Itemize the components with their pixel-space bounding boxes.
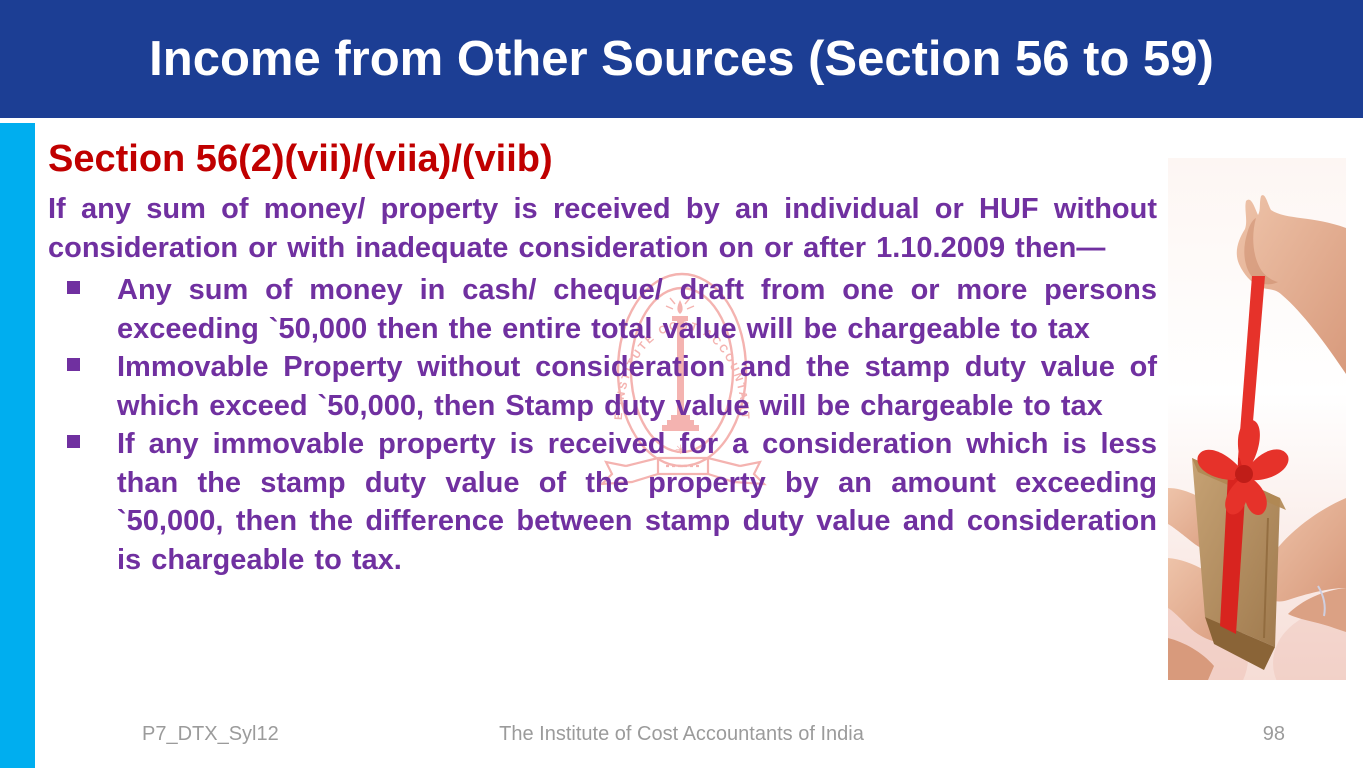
svg-text:✳: ✳ — [675, 442, 686, 457]
institute-seal-watermark-icon: E INSTITUTE COST ACCOUNTANTS OF INDIA ✳ — [592, 270, 767, 486]
slide-body: Section 56(2)(vii)/(viia)/(viib) If any … — [48, 134, 1157, 579]
page-number: 98 — [1262, 723, 1285, 745]
intro-paragraph: If any sum of money/ property is receive… — [48, 193, 1157, 264]
bullet-square-icon — [67, 358, 80, 371]
title-banner: Income from Other Sources (Section 56 to… — [0, 0, 1363, 118]
bullet-text: Any sum of money in cash/ cheque/ draft … — [117, 274, 1157, 345]
section-heading: Section 56(2)(vii)/(viia)/(viib) — [48, 138, 553, 180]
footer-course-code: P7_DTX_Syl12 — [142, 723, 279, 745]
footer: P7_DTX_Syl12 The Institute of Cost Accou… — [0, 720, 1363, 750]
bullet-square-icon — [67, 435, 80, 448]
list-item: Any sum of money in cash/ cheque/ draft … — [48, 271, 1157, 348]
list-item: Immovable Property without consideration… — [48, 348, 1157, 425]
bullet-list: Any sum of money in cash/ cheque/ draft … — [48, 271, 1157, 579]
slide-title: Income from Other Sources (Section 56 to… — [149, 32, 1214, 86]
gift-exchange-photo — [1168, 158, 1346, 680]
list-item: If any immovable property is received fo… — [48, 425, 1157, 579]
bullet-square-icon — [67, 281, 80, 294]
bullet-text: If any immovable property is received fo… — [117, 428, 1157, 576]
footer-institute-name: The Institute of Cost Accountants of Ind… — [499, 723, 864, 745]
left-accent-stripe — [0, 123, 35, 768]
bullet-text: Immovable Property without consideration… — [117, 351, 1157, 422]
